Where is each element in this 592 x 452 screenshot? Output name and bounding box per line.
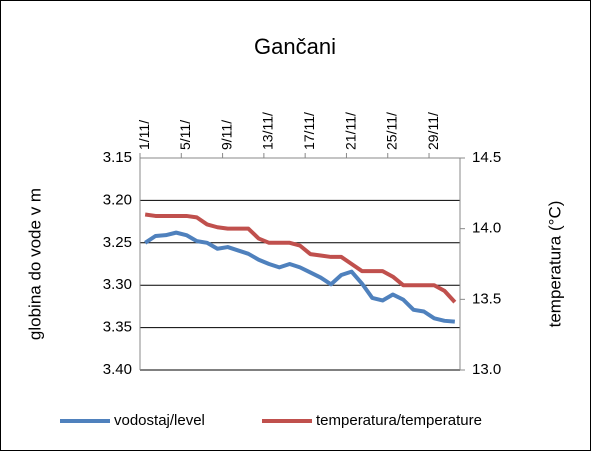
- y-axis-label: globina do vode v m: [25, 188, 44, 340]
- y-tick-label: 3.35: [103, 319, 132, 336]
- x-tick-label: 25/11/: [384, 112, 400, 150]
- y-tick-label: 3.15: [103, 149, 132, 166]
- x-tick-label: 29/11/: [425, 112, 441, 150]
- y2-tick-label: 13.5: [472, 290, 501, 307]
- legend-label: temperatura/temperature: [316, 412, 482, 429]
- x-tick-label: 5/11/: [177, 120, 193, 150]
- y-tick-label: 3.40: [103, 361, 132, 378]
- y2-tick-label: 14.5: [472, 149, 501, 166]
- x-tick-label: 13/11/: [260, 112, 276, 150]
- y-tick-label: 3.30: [103, 276, 132, 293]
- y-tick-label: 3.20: [103, 191, 132, 208]
- series-line: [144, 212, 457, 304]
- y-tick-label: 3.25: [103, 234, 132, 251]
- series-line: [144, 230, 456, 324]
- legend-label: vodostaj/level: [114, 412, 205, 429]
- x-tick-label: 9/11/: [218, 120, 234, 150]
- x-tick-label: 21/11/: [342, 112, 358, 150]
- y2-axis-label: temperatura (°C): [545, 201, 564, 328]
- chart-title: Gančani: [254, 34, 336, 59]
- x-tick-label: 17/11/: [301, 112, 317, 150]
- y2-tick-label: 13.0: [472, 361, 501, 378]
- x-tick-label: 1/11/: [136, 120, 152, 150]
- y2-tick-label: 14.0: [472, 220, 501, 237]
